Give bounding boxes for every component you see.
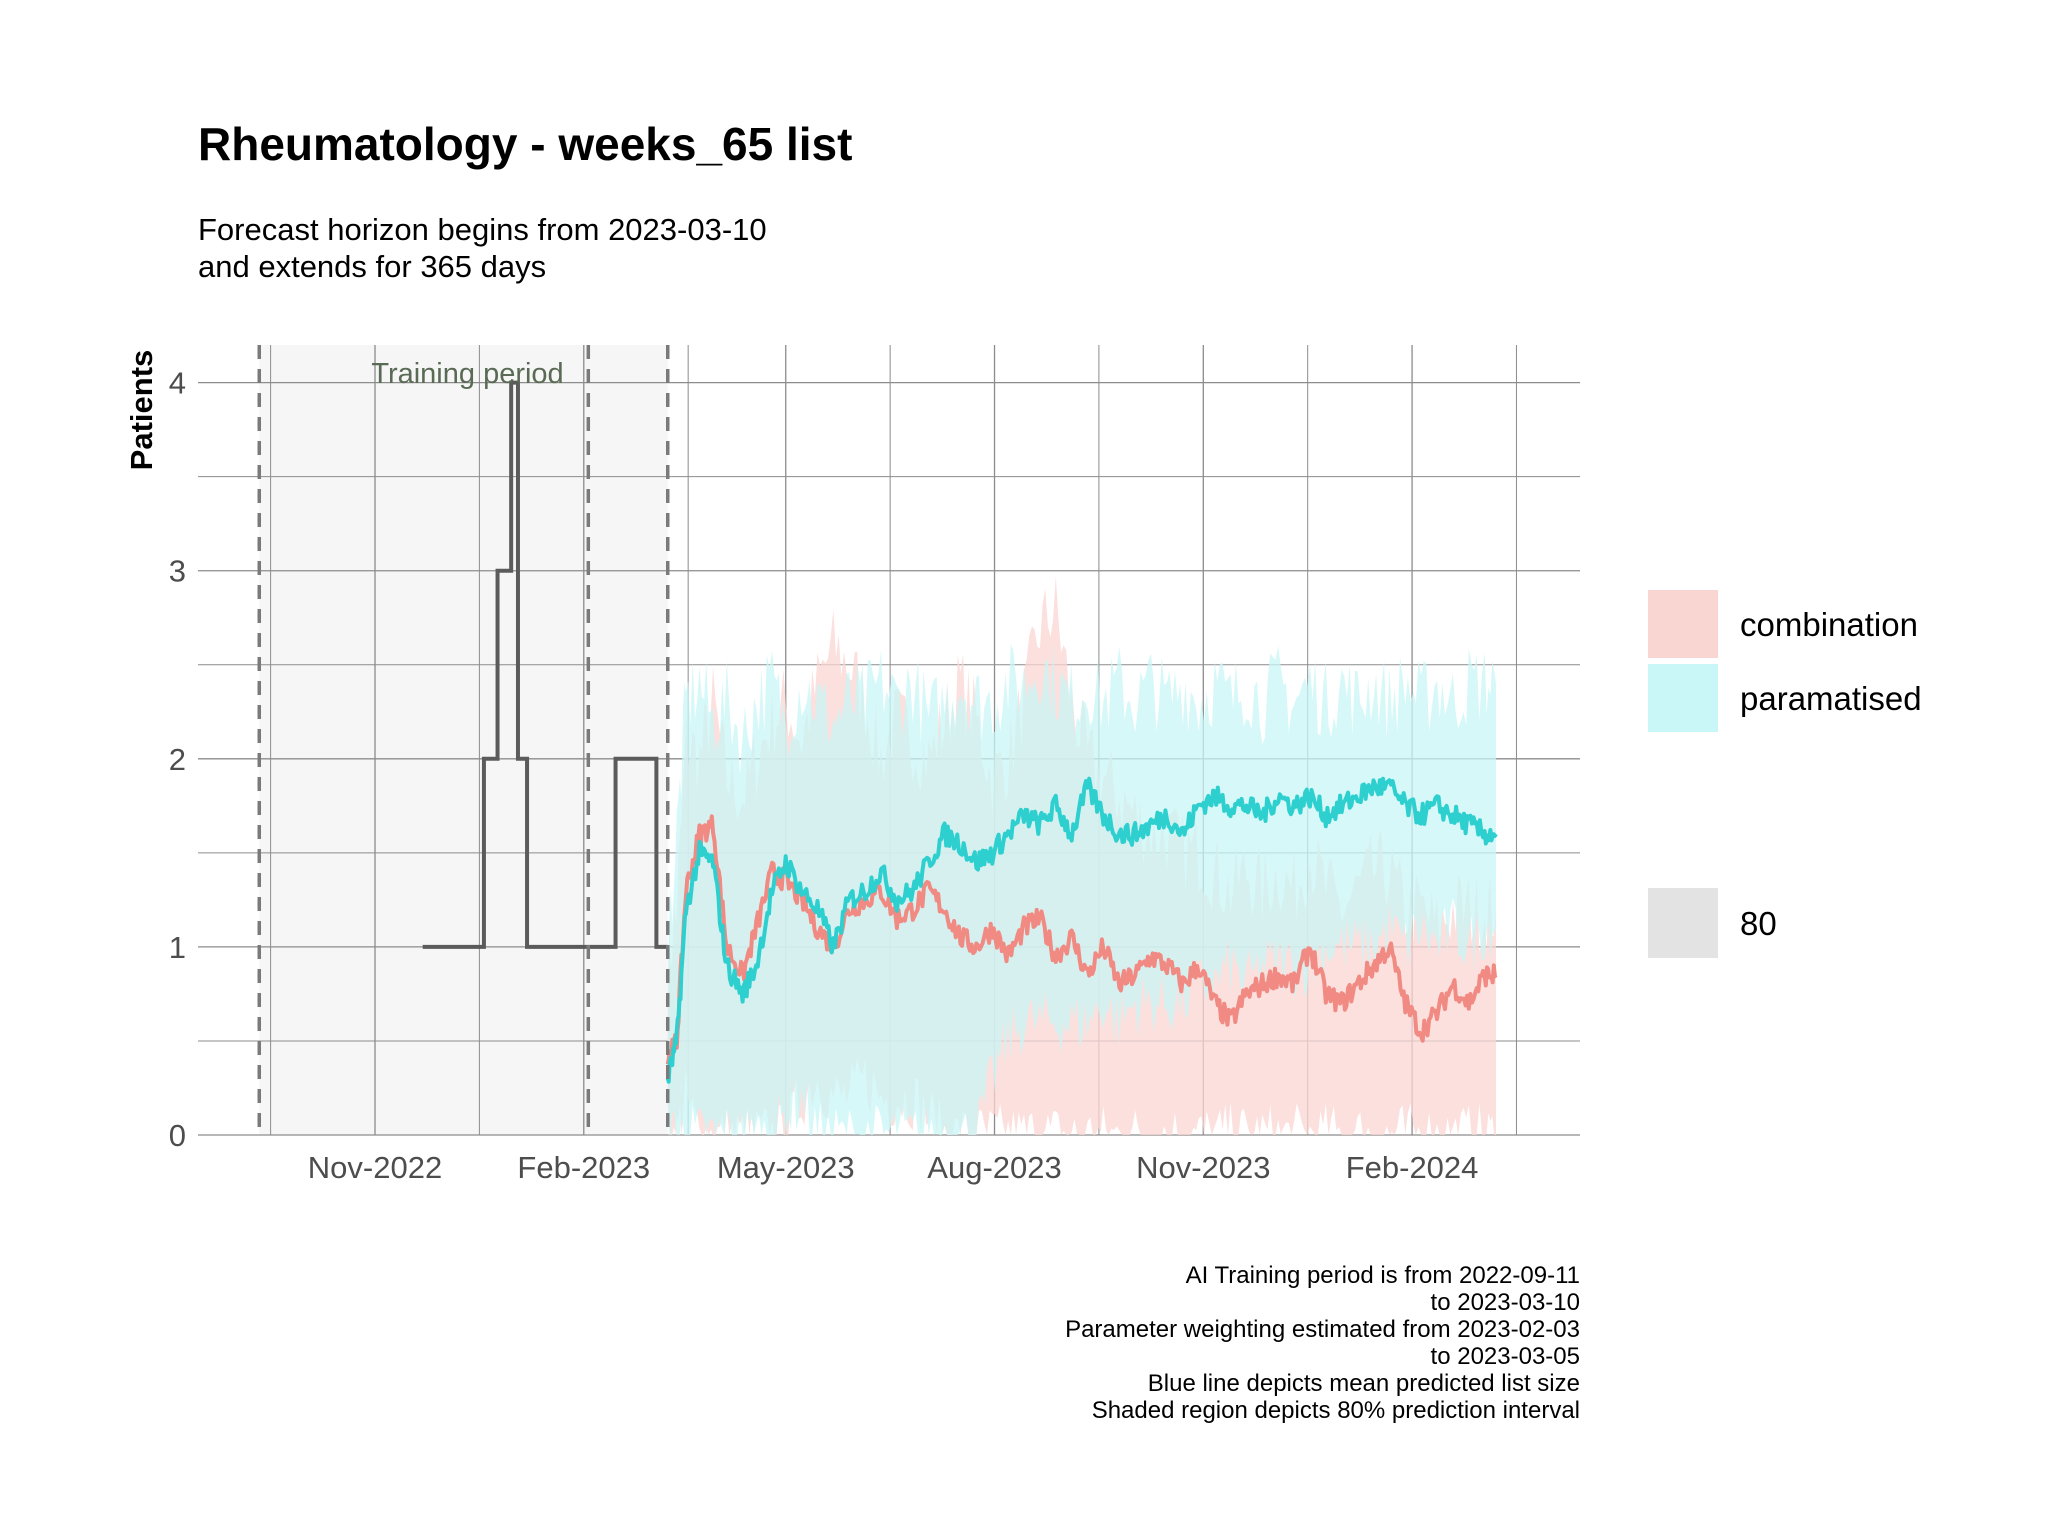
caption-line-5: Blue line depicts mean predicted list si… (1148, 1370, 1580, 1397)
y-axis-label: Patients (124, 350, 159, 471)
paramatised-interval-band (667, 643, 1496, 1135)
y-tick-label: 4 (169, 366, 186, 401)
legend-key-paramatised (1648, 664, 1718, 732)
x-tick-label: May-2023 (717, 1150, 855, 1185)
legend-label-interval-80: 80 (1740, 905, 1777, 942)
caption-line-6: Shaded region depicts 80% prediction int… (1092, 1397, 1580, 1424)
x-tick-label: Nov-2022 (308, 1150, 442, 1185)
training-period-annotation: Training period (371, 358, 563, 390)
legend-label-combination: combination (1740, 606, 1918, 643)
plot-area: 0 1 2 3 4 Nov-2022 Feb-2023 May-2023 Aug-2023 Nov… (169, 345, 1580, 1185)
caption-line-1: AI Training period is from 2022-09-11 (1186, 1262, 1580, 1289)
x-tick-label: Feb-2024 (1346, 1150, 1479, 1185)
chart-subtitle-line-2: and extends for 365 days (198, 249, 546, 284)
y-tick-label: 0 (169, 1118, 186, 1153)
y-tick-label: 2 (169, 742, 186, 777)
chart-title: Rheumatology - weeks_65 list (198, 118, 852, 170)
training-period-shading (259, 345, 668, 1135)
x-tick-label: Feb-2023 (517, 1150, 650, 1185)
x-tick-label: Aug-2023 (927, 1150, 1061, 1185)
paramatised-mean-line (665, 776, 1498, 1084)
legend-key-combination (1648, 590, 1718, 658)
caption-line-3: Parameter weighting estimated from 2023-… (1065, 1316, 1580, 1343)
caption-line-4: to 2023-03-05 (1431, 1343, 1580, 1370)
chart-subtitle-line-1: Forecast horizon begins from 2023-03-10 (198, 212, 767, 247)
historical-step-line (422, 380, 668, 949)
legend-label-paramatised: paramatised (1740, 680, 1922, 717)
caption: AI Training period is from 2022-09-11 to… (1065, 1262, 1580, 1424)
x-tick-label: Nov-2023 (1136, 1150, 1270, 1185)
caption-line-2: to 2023-03-10 (1431, 1289, 1580, 1316)
legend: combination paramatised 80 (1648, 590, 1922, 958)
y-tick-label: 1 (169, 930, 186, 965)
legend-key-interval-80 (1648, 888, 1718, 958)
y-tick-label: 3 (169, 554, 186, 589)
